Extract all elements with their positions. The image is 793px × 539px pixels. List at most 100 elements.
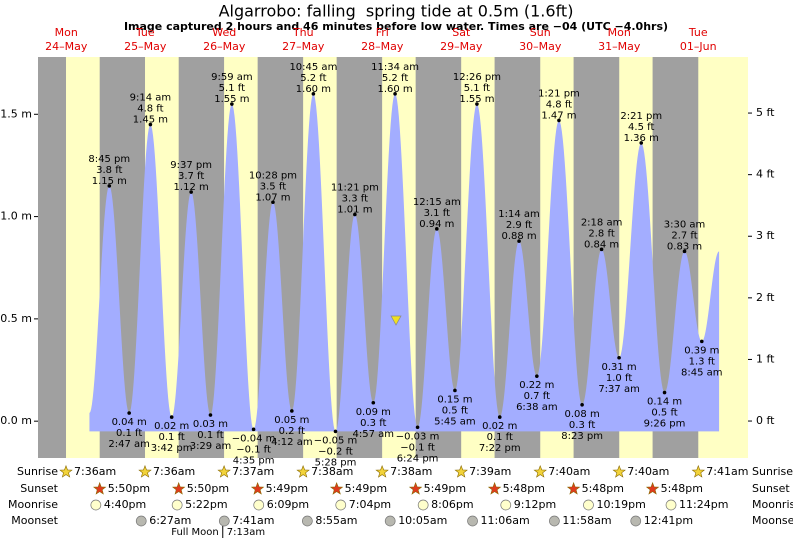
tide-point xyxy=(580,403,584,407)
day-weekday: Mon xyxy=(55,26,78,39)
tide-label: 4:57 am xyxy=(353,429,395,440)
tide-point xyxy=(453,388,457,393)
tide-point xyxy=(311,92,316,96)
tide-point xyxy=(497,415,502,419)
tide-label: 1.55 m xyxy=(214,94,249,105)
tide-label: 0.15 m xyxy=(437,394,472,405)
tide-label: −0.03 m xyxy=(396,431,440,442)
y-tick-label: 0.5 m xyxy=(0,312,32,325)
tide-label: 3.3 ft xyxy=(342,194,368,205)
tide-label: 3.8 ft xyxy=(96,165,122,176)
tide-label: 0.22 m xyxy=(519,380,554,391)
tide-label: 3.5 ft xyxy=(260,181,286,192)
star-icon xyxy=(329,481,344,495)
day-weekday: Thu xyxy=(292,26,314,39)
y2-tick-label: 5 ft xyxy=(756,106,775,119)
moonset-icon xyxy=(135,515,147,527)
moonrise-time: 10:19pm xyxy=(596,498,645,511)
moonrise-time: 4:40pm xyxy=(104,498,146,511)
tide-point xyxy=(700,339,704,344)
moonrise-time: 7:04pm xyxy=(349,498,391,511)
tide-label: 5.2 ft xyxy=(300,73,326,84)
row-label: Sunrise xyxy=(752,465,793,478)
sunrise-time: 7:40am xyxy=(627,465,669,478)
star-icon xyxy=(487,481,502,495)
tide-point xyxy=(107,184,112,188)
tide-label: 1.55 m xyxy=(459,94,494,105)
tide-point xyxy=(230,102,234,106)
moonset-icon xyxy=(218,515,230,527)
row-label: Sunset xyxy=(752,482,790,495)
star-icon xyxy=(138,464,152,478)
sunrise-time: 7:36am xyxy=(74,465,116,478)
tide-label: 0.84 m xyxy=(584,239,619,250)
tide-label: 9:26 pm xyxy=(644,419,686,430)
moonrise-icon xyxy=(417,499,429,511)
tide-label: 9:59 am xyxy=(211,72,253,83)
tide-label: 11:34 am xyxy=(371,62,419,73)
tide-label: 3:30 am xyxy=(664,219,706,230)
tide-point xyxy=(639,141,644,145)
moonset-icon xyxy=(384,515,396,527)
star-icon xyxy=(59,464,73,478)
day-date: 26–May xyxy=(203,40,246,53)
y-tick-label: 1.5 m xyxy=(0,107,32,120)
star-icon xyxy=(92,481,107,495)
day-date: 25–May xyxy=(124,40,167,53)
day-date: 30–May xyxy=(519,40,562,53)
sunset-time: 5:49pm xyxy=(345,482,387,495)
tide-label: 6:38 am xyxy=(516,402,558,413)
moonset-icon xyxy=(467,515,478,527)
tide-label: 3.7 ft xyxy=(178,171,204,182)
tide-label: 1.60 m xyxy=(377,84,412,95)
tide-label: 0.7 ft xyxy=(524,391,550,402)
tide-label: 0.3 ft xyxy=(569,420,595,431)
moonset-time: 7:41am xyxy=(232,514,274,527)
moonrise-time: 11:24pm xyxy=(679,498,728,511)
tide-point xyxy=(617,355,621,360)
tide-label: −0.2 ft xyxy=(318,446,353,457)
moonset-icon xyxy=(549,515,560,527)
tide-label: 9:14 am xyxy=(130,93,172,104)
tide-label: 1.01 m xyxy=(337,205,372,216)
tide-point xyxy=(557,118,561,123)
tide-label: 1:21 pm xyxy=(538,88,580,99)
tide-point xyxy=(353,212,357,217)
tide-point xyxy=(517,239,521,243)
day-date: 28–May xyxy=(361,40,404,53)
sunset-time: 5:48pm xyxy=(661,482,703,495)
moonset-time: 10:05am xyxy=(398,514,447,527)
current-time-marker xyxy=(390,315,402,326)
tide-label: 1.07 m xyxy=(255,192,290,203)
row-label: Moonset xyxy=(752,514,793,527)
tide-label: 1.47 m xyxy=(541,110,576,121)
sunset-time: 5:48pm xyxy=(582,482,624,495)
tide-label: 2.9 ft xyxy=(506,220,532,231)
tide-label: 10:45 am xyxy=(289,62,337,73)
tide-point xyxy=(333,429,338,434)
tide-label: 0.03 m xyxy=(193,419,228,430)
day-weekday: Tue xyxy=(688,26,708,39)
chart-title: Algarrobo: falling spring tide at 0.5m (… xyxy=(219,2,574,21)
tide-label: 8:45 pm xyxy=(88,154,130,165)
tide-point xyxy=(535,374,539,378)
tide-label: 2.8 ft xyxy=(588,228,614,239)
tide-label: 1.60 m xyxy=(296,84,331,95)
tide-point xyxy=(662,390,667,395)
tide-label: 5.2 ft xyxy=(382,73,408,84)
tide-label: 3:42 pm xyxy=(151,443,193,454)
tide-point xyxy=(290,409,294,413)
tide-label: 0.14 m xyxy=(647,397,682,408)
moonset-time: 8:55am xyxy=(315,514,357,527)
tide-label: 0.94 m xyxy=(419,219,454,230)
tide-label: −0.04 m xyxy=(232,433,276,444)
sunset-time: 5:49pm xyxy=(266,482,308,495)
tide-label: 0.39 m xyxy=(684,345,719,356)
tide-label: 0.1 ft xyxy=(158,432,184,443)
star-icon xyxy=(691,464,706,478)
tide-label: 2:18 am xyxy=(581,217,623,228)
sunrise-time: 7:38am xyxy=(311,465,353,478)
moonrise-icon xyxy=(171,499,183,511)
